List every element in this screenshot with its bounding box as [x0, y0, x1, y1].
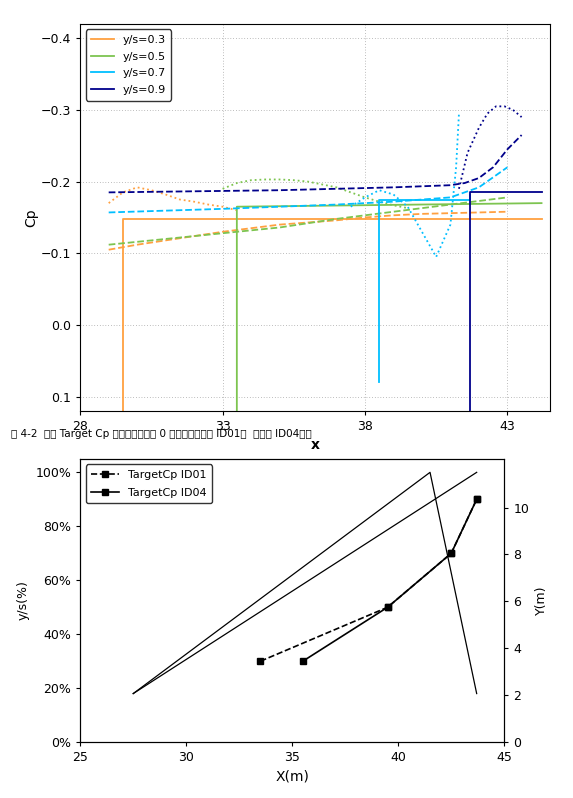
TargetCp ID01 [257, 657, 264, 666]
Line: TargetCp ID04: TargetCp ID04 [299, 496, 480, 665]
X-axis label: X(m): X(m) [275, 770, 309, 784]
TargetCp ID04 [300, 657, 307, 666]
TargetCp ID04 [384, 602, 391, 612]
Line: TargetCp ID01: TargetCp ID01 [257, 496, 480, 665]
TargetCp ID01 [448, 548, 455, 558]
Y-axis label: y/s(%): y/s(%) [17, 581, 30, 620]
Text: 図 4-2  上面 Target Cp の比較（点線： 0 次形状、破線： ID01、  実線： ID04、）: 図 4-2 上面 Target Cp の比較（点線： 0 次形状、破線： ID0… [11, 429, 312, 440]
TargetCp ID01 [384, 602, 391, 612]
Y-axis label: Cp: Cp [24, 208, 38, 227]
X-axis label: x: x [311, 438, 320, 452]
Legend: TargetCp ID01, TargetCp ID04: TargetCp ID01, TargetCp ID04 [86, 464, 212, 504]
Legend: y/s=0.3, y/s=0.5, y/s=0.7, y/s=0.9: y/s=0.3, y/s=0.5, y/s=0.7, y/s=0.9 [86, 30, 171, 101]
TargetCp ID04 [448, 548, 455, 558]
TargetCp ID04 [473, 495, 480, 504]
TargetCp ID01 [473, 495, 480, 504]
Y-axis label: Y(m): Y(m) [535, 586, 548, 615]
